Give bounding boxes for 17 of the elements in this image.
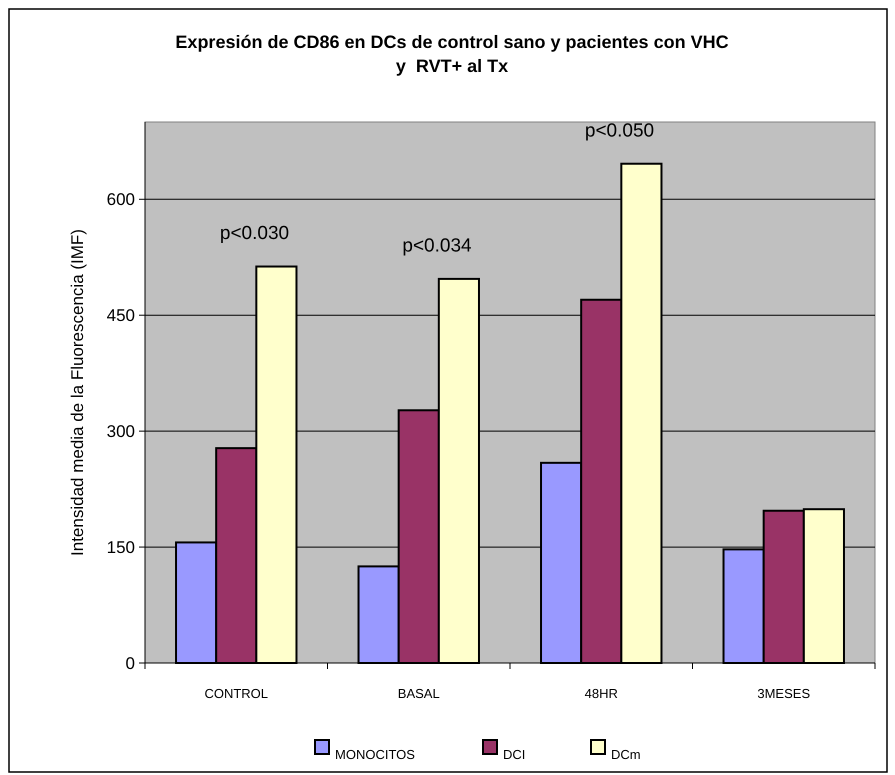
y-axis-title: Intensidad media de la Fluorescencia (IMF) [68,229,87,556]
x-tick-label: BASAL [398,686,440,701]
annotation: p<0.050 [584,120,654,142]
x-tick-label: CONTROL [204,686,268,701]
y-tick-label: 150 [106,538,135,558]
y-tick-label: 0 [126,654,135,673]
x-tick-label: 48HR [584,686,618,701]
x-tick-label: 3MESES [757,686,810,701]
chart-title: Expresión de CD86 en DCs de control sano y pacientes con VHC y RVT+ al Tx [175,32,729,76]
y-tick-label: 600 [106,190,135,210]
annotation: p<0.030 [220,223,290,244]
legend-label: MONOCITOS [335,747,416,762]
legend-label: DCm [611,747,641,762]
annotation: p<0.034 [402,236,472,257]
legend-label: DCI [503,747,526,762]
y-tick-label: 300 [106,422,135,442]
y-tick-label: 450 [106,306,135,326]
